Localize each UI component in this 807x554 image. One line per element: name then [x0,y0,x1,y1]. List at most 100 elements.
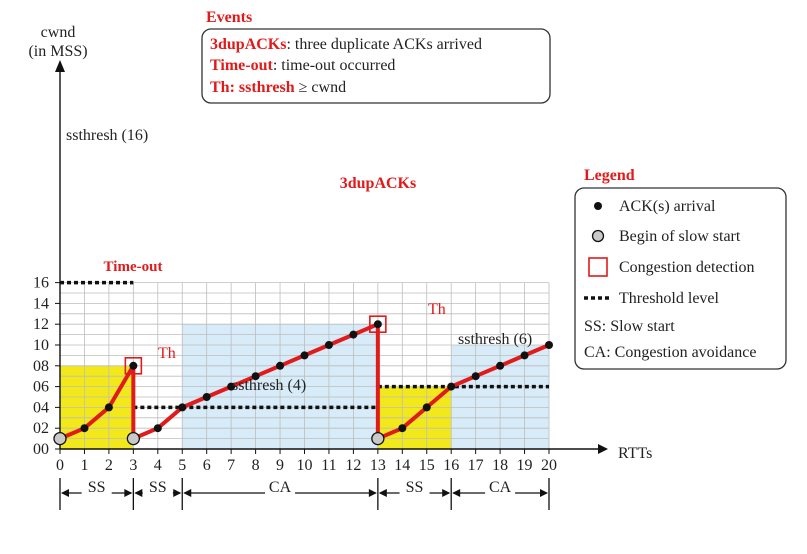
phase-arrow-right [124,489,133,497]
x-tick-label: 10 [297,457,313,474]
ack-dot-icon [594,202,602,210]
phase-arrow-right [368,489,377,497]
ack-point [324,341,333,349]
legend-item-ca: CA: Congestion avoidance [584,344,756,361]
y-axis-arrow [55,60,65,72]
x-tick-label: 2 [105,457,113,474]
x-tick-label: 0 [56,457,64,474]
phase-label-bg [81,483,112,503]
legend-title: Legend [584,167,635,184]
y-tick-label: 14 [33,295,49,312]
legend-box [574,187,787,370]
ack-point [276,361,285,370]
y-tick-label: 16 [33,275,49,292]
phase-label-ca: CA [489,479,512,496]
ack-point [545,341,553,349]
slow-start-begin-point [53,431,67,446]
phase-label-bg [399,483,430,503]
ack-point [398,424,407,433]
phase-label-bg [265,483,296,503]
x-tick-label: 3 [129,457,137,474]
phase-arrow-right [442,489,451,497]
th-label-2: Th [428,301,446,318]
event-3dupacks: 3dupACKs: three duplicate ACKs arrived [210,36,482,53]
ack-point [80,424,89,433]
y-tick-label: 06 [33,379,49,396]
phase-arrow-left [183,489,192,497]
ack-point [251,372,260,381]
ack-point [422,403,431,412]
y-tick-label: 04 [33,399,49,416]
x-tick-label: 17 [468,457,484,474]
events-title: Events [206,9,252,26]
y-tick-label: 00 [33,441,49,458]
x-tick-label: 5 [178,457,186,474]
phase-arrow-left [134,489,143,497]
ack-point [153,424,162,433]
ack-point [178,403,187,412]
phase-label-ca: CA [269,479,292,496]
congestion-detection-marker [369,315,387,334]
legend-panel: Legend ACK(s) arrival Begin of slow star… [574,167,787,370]
ack-point [202,393,211,401]
x-axis-title: RTTs [618,445,652,462]
x-tick-label: 6 [203,457,211,474]
ack-point [300,351,309,360]
x-tick-label: 20 [541,457,557,474]
ack-point [227,382,236,391]
events-box [201,28,551,104]
x-tick-label: 4 [154,457,162,474]
events-panel: Events 3dupACKs: three duplicate ACKs ar… [201,9,551,104]
ack-point [104,403,113,412]
legend-item-slow-start-begin: Begin of slow start [619,228,741,245]
legend-item-ss: SS: Slow start [584,318,675,335]
x-tick-label: 8 [252,457,260,474]
ack-point [471,372,480,381]
legend-item-congestion: Congestion detection [619,259,755,276]
cwnd-series [53,315,553,446]
event-timeout: Time-out: time-out occurred [210,57,395,74]
x-tick-label: 12 [345,457,361,474]
ack-point [447,382,456,391]
th-label-1: Th [158,345,176,362]
x-tick-label: 15 [419,457,435,474]
phase-label-bg [142,483,173,503]
phase-label-bg [485,483,516,503]
phase-arrow-right [540,489,548,497]
x-tick-label: 18 [492,457,508,474]
legend-item-threshold: Threshold level [619,290,720,307]
legend-item-ack: ACK(s) arrival [619,198,716,215]
phase-label-ss: SS [406,479,424,496]
phase-arrow-right [173,489,182,497]
x-tick-label: 7 [227,457,235,474]
slow-start-begin-point [371,431,385,446]
ack-point [520,351,529,360]
ack-point [129,361,138,370]
event-threshold: Th: ssthresh ≥ cwnd [210,79,346,96]
ack-point [349,330,358,339]
ack-point [496,361,505,370]
x-tick-label: 1 [80,457,88,474]
y-tick-label: 02 [33,420,49,437]
slow-start-begin-point [126,431,141,446]
phase-label-ss: SS [88,479,106,496]
x-tick-label: 13 [370,457,386,474]
congestion-square-icon [588,257,608,277]
ssthresh-16-label: ssthresh (16) [66,127,148,144]
phase-arrow-left [61,489,69,497]
x-tick-label: 9 [276,457,284,474]
congestion-detection-marker [124,356,143,375]
ssthresh-4-label: ssthresh (4) [232,377,306,394]
x-axis-arrow [598,444,608,454]
x-tick-label: 11 [321,457,336,474]
timeout-label: Time-out [104,259,163,275]
dupacks-label: 3dupACKs [340,175,416,192]
threshold-lines [60,280,549,410]
ack-point [373,320,382,329]
phase-arrow-left [378,489,387,497]
slow-start-circle-icon [591,229,605,243]
phase-arrow-left [452,489,461,497]
